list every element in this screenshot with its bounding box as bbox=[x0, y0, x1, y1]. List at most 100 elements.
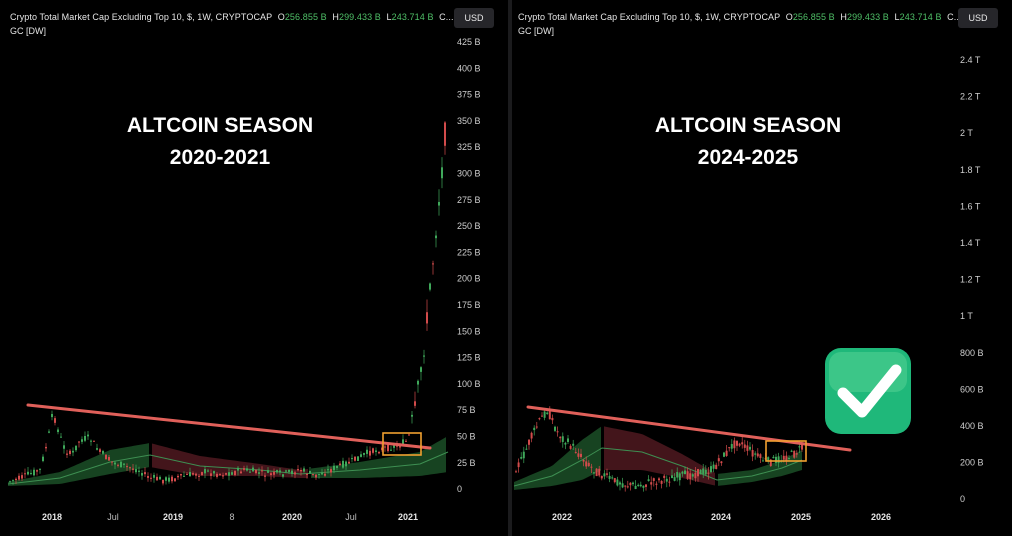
candle-body bbox=[99, 449, 101, 452]
candle-body bbox=[769, 459, 772, 467]
candle-body bbox=[150, 477, 152, 479]
candle-body bbox=[574, 452, 577, 454]
candle-body bbox=[671, 475, 673, 479]
candle-body bbox=[351, 458, 353, 460]
candle-body bbox=[123, 463, 125, 465]
high-value: 299.433 B bbox=[846, 12, 889, 22]
candle-body bbox=[650, 482, 653, 485]
indicator-label: GC [DW] bbox=[10, 26, 46, 36]
candle-body bbox=[632, 482, 634, 485]
candle-body bbox=[790, 450, 793, 452]
candle-body bbox=[249, 471, 251, 473]
candle-body bbox=[294, 472, 296, 475]
candle-body bbox=[746, 445, 749, 451]
candle-body bbox=[177, 475, 179, 478]
candle-body bbox=[603, 473, 606, 477]
candle-body bbox=[36, 470, 38, 472]
x-tick-label: 2024 bbox=[711, 512, 731, 522]
y-tick-label: 1.4 T bbox=[960, 238, 981, 248]
candle-body bbox=[252, 467, 254, 472]
candle-body bbox=[120, 461, 122, 468]
candle-body bbox=[69, 450, 71, 455]
candle-body bbox=[138, 470, 140, 472]
candle-body bbox=[720, 461, 723, 464]
candle-body bbox=[738, 443, 741, 446]
low-value: 243.714 B bbox=[899, 12, 942, 22]
candle-body bbox=[517, 462, 520, 468]
panel-divider[interactable] bbox=[508, 0, 512, 536]
candle-body bbox=[135, 469, 137, 473]
candle-body bbox=[598, 468, 601, 476]
candle-body bbox=[546, 412, 549, 414]
candle-body bbox=[147, 476, 149, 478]
candle-body bbox=[57, 429, 59, 433]
open-label: O bbox=[277, 12, 285, 22]
x-tick-label: 2026 bbox=[871, 512, 891, 522]
candle-body bbox=[315, 474, 317, 478]
candle-body bbox=[279, 470, 281, 473]
candle-body bbox=[345, 461, 347, 467]
gc-band bbox=[311, 437, 446, 478]
candle-body bbox=[694, 472, 697, 479]
candle-body bbox=[668, 481, 671, 483]
candle-body bbox=[551, 417, 554, 421]
candle-body bbox=[24, 473, 26, 475]
candle-body bbox=[432, 263, 434, 265]
x-tick-label: 2021 bbox=[398, 512, 418, 522]
candle-body bbox=[240, 471, 242, 474]
candle-body bbox=[246, 468, 248, 471]
currency-button[interactable]: USD bbox=[958, 8, 998, 28]
candle-body bbox=[444, 122, 446, 146]
candle-body bbox=[762, 460, 764, 462]
candle-body bbox=[652, 478, 655, 481]
close-truncated: C... bbox=[947, 12, 962, 22]
candle-body bbox=[348, 461, 350, 464]
y-tick-label: 1.8 T bbox=[960, 165, 981, 175]
candle-body bbox=[354, 456, 356, 461]
candle-body bbox=[162, 479, 164, 484]
currency-button[interactable]: USD bbox=[454, 8, 494, 28]
y-tick-label: 50 B bbox=[457, 432, 476, 442]
candle-body bbox=[213, 471, 215, 474]
candle-body bbox=[689, 473, 692, 480]
candle-body bbox=[324, 473, 326, 476]
candle-body bbox=[111, 461, 113, 463]
candle-body bbox=[533, 427, 536, 431]
left-plot: 425 B 400 B 375 B 350 B 325 B 300 B 275 B 250 B… bbox=[7, 37, 481, 522]
candle-body bbox=[420, 367, 422, 372]
candle-body bbox=[390, 449, 392, 451]
y-tick-label: 400 B bbox=[960, 421, 984, 431]
candle-body bbox=[608, 475, 611, 479]
candle-body bbox=[216, 473, 218, 477]
candle-body bbox=[681, 471, 684, 474]
candle-body bbox=[219, 473, 221, 475]
candle-body bbox=[665, 478, 668, 482]
candle-body bbox=[611, 477, 614, 479]
candle-body bbox=[258, 472, 260, 474]
candle-body bbox=[165, 477, 167, 481]
candle-body bbox=[788, 457, 790, 459]
candle-body bbox=[225, 473, 227, 475]
candle-body bbox=[777, 456, 780, 463]
y-tick-label: 1.6 T bbox=[960, 201, 981, 211]
y-tick-label: 150 B bbox=[457, 326, 481, 336]
candle-body bbox=[204, 469, 206, 474]
candle-body bbox=[117, 464, 119, 466]
candle-body bbox=[660, 480, 663, 484]
candle-body bbox=[363, 453, 365, 455]
candle-body bbox=[174, 478, 176, 482]
candle-body bbox=[144, 472, 146, 475]
x-tick-label: Jul bbox=[345, 512, 357, 522]
y-tick-label: 25 B bbox=[457, 458, 476, 468]
candle-body bbox=[198, 475, 200, 477]
candle-body bbox=[75, 445, 77, 451]
candle-body bbox=[595, 468, 598, 477]
x-tick-label: 2019 bbox=[163, 512, 183, 522]
trend-line bbox=[26, 403, 432, 450]
candle-body bbox=[673, 477, 676, 481]
candle-body bbox=[554, 426, 556, 431]
candle-body bbox=[616, 479, 619, 486]
headline-line-2: 2024-2025 bbox=[697, 146, 799, 169]
low-label: L bbox=[386, 12, 392, 22]
